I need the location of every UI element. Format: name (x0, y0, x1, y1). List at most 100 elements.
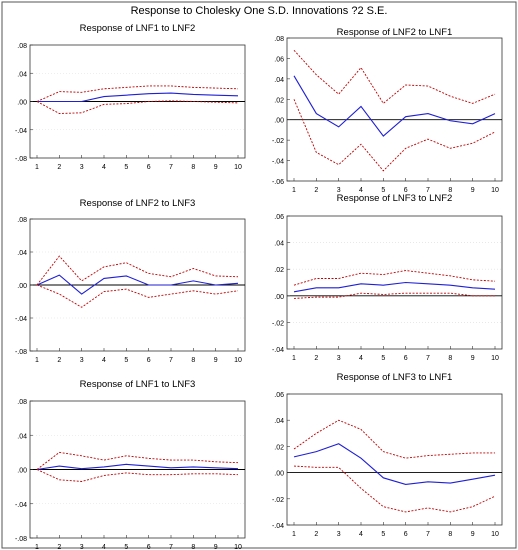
y-tick-label: .04 (17, 250, 27, 257)
lower-band-line (36, 469, 239, 482)
response-line (293, 75, 496, 137)
y-tick-label: -.08 (15, 156, 27, 163)
x-tick-label: 2 (314, 531, 318, 538)
y-tick-label: -.04 (15, 128, 27, 135)
x-tick-label: 2 (57, 544, 61, 550)
x-tick-label: 3 (80, 544, 84, 550)
y-tick-label: .00 (274, 118, 284, 125)
x-tick-label: 2 (314, 355, 318, 362)
x-tick-label: 10 (234, 164, 242, 171)
x-tick-label: 2 (57, 164, 61, 171)
lower-band-line (36, 100, 239, 114)
x-tick-label: 2 (57, 357, 61, 364)
x-tick-label: 8 (191, 544, 195, 550)
y-tick-label: -.08 (15, 536, 27, 543)
lower-band-line (36, 284, 239, 308)
x-tick-label: 4 (359, 187, 363, 194)
plot-area (286, 37, 503, 182)
x-tick-label: 10 (491, 531, 499, 538)
x-tick-label: 9 (214, 544, 218, 550)
chart-title: Response of LNF3 to LNF1 (337, 372, 453, 383)
y-tick-label: .04 (274, 418, 284, 425)
y-tick-label: .02 (274, 267, 284, 274)
x-tick-label: 4 (359, 355, 363, 362)
x-tick-label: 8 (448, 355, 452, 362)
y-tick-label: .04 (274, 77, 284, 84)
x-tick-label: 6 (147, 164, 151, 171)
chart-panel-5: Response of LNF1 to LNF3 .08 .04 .00 -.04 -.0… (15, 379, 246, 550)
x-tick-label: 3 (337, 355, 341, 362)
y-tick-label: .06 (274, 56, 284, 63)
x-tick-label: 2 (314, 187, 318, 194)
x-tick-label: 6 (404, 531, 408, 538)
x-tick-label: 5 (381, 355, 385, 362)
x-tick-label: 1 (292, 531, 296, 538)
upper-band-line (293, 419, 495, 459)
y-tick-label: .04 (17, 433, 27, 440)
x-tick-label: 4 (359, 531, 363, 538)
x-tick-label: 5 (124, 357, 128, 364)
x-tick-label: 3 (80, 164, 84, 171)
y-tick-label: .08 (17, 399, 27, 406)
y-tick-label: .02 (274, 97, 284, 104)
x-tick-label: 7 (169, 357, 173, 364)
x-tick-label: 5 (381, 531, 385, 538)
x-tick-label: 1 (35, 164, 39, 171)
chart-panel-3: Response of LNF2 to LNF3 .08 .04 .00 -.04 -.0… (15, 198, 246, 364)
chart-title: Response of LNF2 to LNF1 (337, 27, 453, 38)
x-tick-label: 9 (214, 164, 218, 171)
y-tick-label: .06 (274, 214, 284, 221)
x-tick-label: 8 (448, 531, 452, 538)
x-tick-label: 10 (234, 357, 242, 364)
x-tick-label: 7 (169, 164, 173, 171)
y-tick-label: .08 (17, 217, 27, 224)
x-tick-label: 10 (491, 187, 499, 194)
chart-title: Response of LNF1 to LNF2 (80, 23, 196, 34)
chart-panel-4: Response of LNF3 to LNF2 .06 .04 .02 .00 -.02… (272, 193, 503, 362)
x-tick-label: 7 (426, 187, 430, 194)
y-tick-label: .08 (274, 36, 284, 43)
x-tick-label: 3 (337, 187, 341, 194)
chart-title: Response of LNF2 to LNF3 (80, 198, 196, 209)
x-tick-label: 9 (214, 357, 218, 364)
y-tick-label: .00 (17, 468, 27, 475)
y-tick-label: -.02 (272, 320, 284, 327)
chart-title: Response of LNF3 to LNF2 (337, 193, 453, 204)
upper-band-line (293, 270, 496, 286)
x-tick-label: 8 (191, 357, 195, 364)
y-tick-label: -.04 (15, 502, 27, 509)
y-tick-label: .00 (274, 471, 284, 478)
x-tick-label: 9 (471, 187, 475, 194)
y-tick-label: -.06 (272, 179, 284, 186)
chart-panel-1: Response of LNF1 to LNF2 .08 .04 .00 -.04 -.0… (15, 23, 246, 171)
x-tick-label: 10 (234, 544, 242, 550)
x-tick-label: 6 (404, 187, 408, 194)
x-tick-label: 7 (169, 544, 173, 550)
plot-area (286, 215, 503, 350)
y-tick-label: -.04 (272, 159, 284, 166)
x-tick-label: 3 (337, 531, 341, 538)
y-tick-label: .00 (274, 294, 284, 301)
y-tick-label: .04 (274, 241, 284, 248)
lower-band-line (293, 292, 495, 299)
response-line (293, 443, 496, 485)
x-tick-label: 4 (102, 544, 106, 550)
upper-band-line (36, 255, 239, 286)
y-tick-label: .02 (274, 444, 284, 451)
x-tick-label: 3 (80, 357, 84, 364)
x-tick-label: 4 (102, 357, 106, 364)
upper-band-line (36, 451, 239, 470)
y-tick-label: .06 (274, 392, 284, 399)
x-tick-label: 1 (292, 355, 296, 362)
figure-title: Response to Cholesky One S.D. Innovation… (131, 5, 388, 17)
y-tick-label: .08 (17, 43, 27, 50)
x-tick-label: 5 (124, 544, 128, 550)
response-line (37, 92, 239, 103)
y-tick-label: .04 (17, 71, 27, 78)
response-line (36, 274, 239, 295)
x-tick-label: 8 (191, 164, 195, 171)
chart-panels: Response of LNF1 to LNF2 .08 .04 .00 -.04 -.0… (15, 23, 503, 550)
y-tick-label: -.04 (272, 347, 284, 354)
